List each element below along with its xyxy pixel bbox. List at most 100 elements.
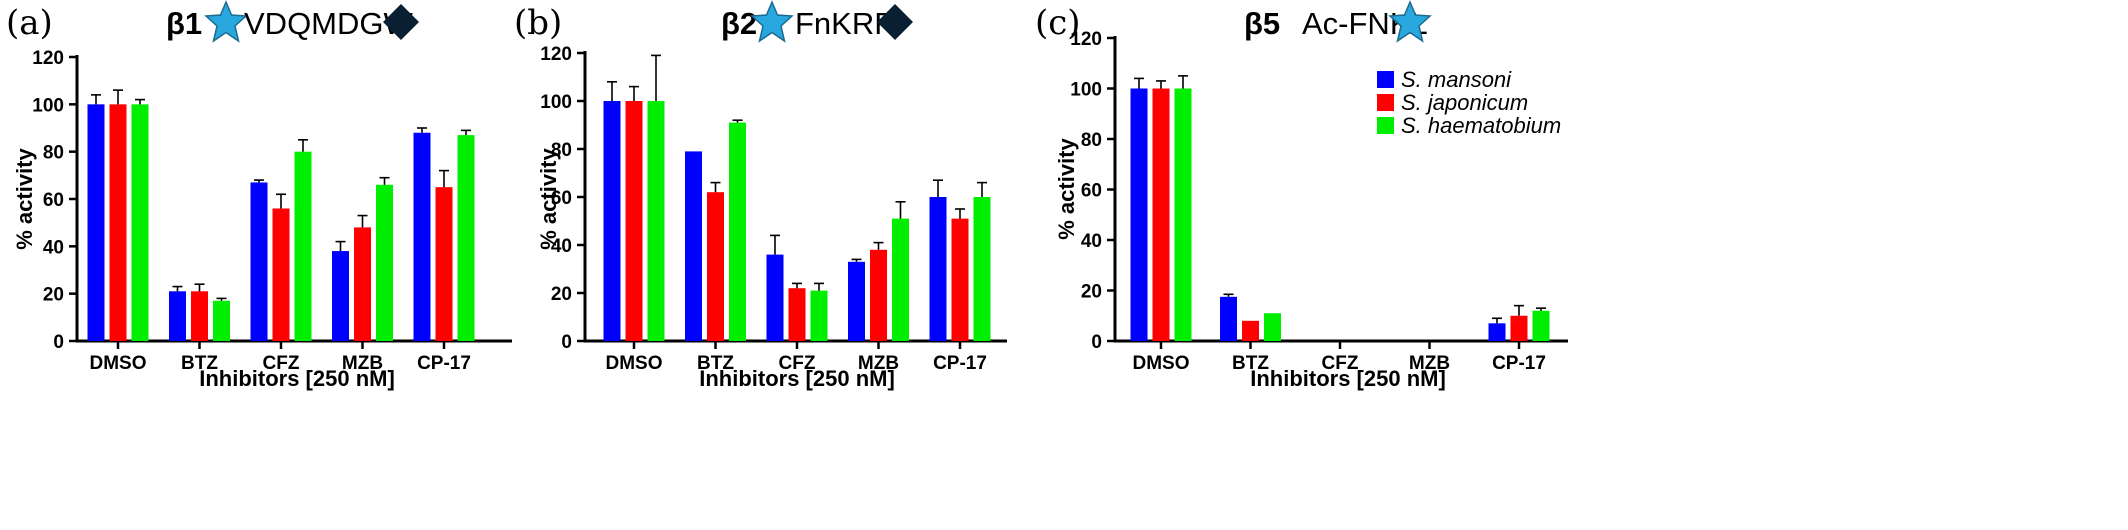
bar-cp-17-s-japonicum — [951, 218, 969, 341]
x-tick-label: MZB — [858, 353, 899, 374]
panel-c-label: (c) — [1035, 3, 1081, 43]
y-tick-label: 100 — [540, 92, 572, 113]
y-tick-label: 40 — [43, 237, 64, 258]
panel-a-label: (a) — [6, 3, 53, 43]
legend-label-s-mansoni: S. mansoni — [1401, 67, 1512, 92]
bar-cfz-s-haematobium — [810, 290, 828, 341]
diamond-icon — [877, 4, 913, 40]
x-tick-label: CP-17 — [933, 353, 987, 374]
bar-dmso-s-mansoni — [87, 104, 105, 341]
bar-cp-17-s-japonicum — [435, 187, 453, 341]
legend-swatch-s-mansoni — [1377, 71, 1394, 88]
bar-cfz-s-japonicum — [272, 208, 290, 341]
bar-btz-s-haematobium — [729, 122, 746, 341]
panel-c: (c) β5 Ac-FNKL % activity Inhibitors [25… — [1035, 0, 1568, 391]
legend-label-s-japonicum: S. japonicum — [1401, 90, 1528, 115]
x-tick-label: BTZ — [181, 353, 218, 374]
bar-cp-17-s-haematobium — [973, 197, 991, 341]
panel-a-title-bold: β1 — [166, 6, 202, 41]
legend-swatch-s-haematobium — [1377, 117, 1394, 134]
bar-cfz-s-haematobium — [294, 151, 312, 341]
y-tick-label: 120 — [32, 48, 64, 69]
bar-btz-s-japonicum — [707, 192, 724, 341]
panel-b-xlabel: Inhibitors [250 nM] — [699, 366, 895, 391]
x-tick-label: CP-17 — [417, 353, 471, 374]
bar-cfz-s-japonicum — [788, 288, 806, 341]
bar-btz-s-haematobium — [1264, 313, 1281, 341]
x-tick-label: BTZ — [697, 353, 734, 374]
bar-dmso-s-japonicum — [109, 104, 127, 341]
bar-btz-s-japonicum — [1242, 320, 1259, 341]
bar-mzb-s-japonicum — [354, 227, 371, 341]
y-tick-label: 0 — [561, 332, 572, 353]
y-tick-label: 60 — [1081, 181, 1102, 202]
y-tick-label: 0 — [1091, 332, 1102, 353]
x-tick-label: CP-17 — [1492, 353, 1546, 374]
bar-cp-17-s-japonicum — [1510, 315, 1528, 341]
panel-b-ylabel: % activity — [536, 147, 561, 249]
y-tick-label: 120 — [1070, 29, 1102, 50]
y-tick-label: 20 — [1081, 282, 1102, 303]
bar-dmso-s-japonicum — [625, 101, 643, 341]
y-tick-label: 80 — [1081, 130, 1102, 151]
bar-dmso-s-mansoni — [603, 101, 621, 341]
panel-b-plot: 0 20 40 60 80 100 120 DMSO BTZ CFZ MZB CP-17 — [540, 44, 1007, 374]
bar-btz-s-mansoni — [685, 151, 702, 341]
bar-dmso-s-haematobium — [1174, 88, 1192, 341]
panel-b-title-bold: β2 — [721, 6, 757, 41]
y-tick-label: 0 — [53, 332, 64, 353]
bar-dmso-s-mansoni — [1130, 88, 1148, 341]
diamond-icon — [383, 4, 419, 40]
bar-cp-17-s-mansoni — [1488, 323, 1506, 341]
y-tick-label: 60 — [551, 188, 572, 209]
y-tick-label: 40 — [1081, 231, 1102, 252]
bar-cp-17-s-haematobium — [1532, 310, 1550, 341]
bar-dmso-s-japonicum — [1152, 88, 1170, 341]
x-tick-label: MZB — [1409, 353, 1450, 374]
y-tick-label: 20 — [43, 285, 64, 306]
bar-cp-17-s-haematobium — [457, 135, 475, 341]
x-tick-label: CFZ — [263, 353, 300, 374]
star-icon — [1388, 0, 1432, 43]
star-icon — [204, 0, 248, 43]
y-tick-label: 100 — [32, 95, 64, 116]
panel-a: (a) β1 VDQMDGW % activity Inhibitors [25… — [6, 0, 512, 391]
bar-btz-s-japonicum — [191, 291, 208, 341]
bar-mzb-s-haematobium — [376, 184, 393, 341]
panel-c-ylabel: % activity — [1054, 137, 1079, 239]
bar-cp-17-s-mansoni — [929, 197, 947, 341]
bar-btz-s-mansoni — [169, 291, 186, 341]
bar-dmso-s-haematobium — [647, 101, 665, 341]
panel-a-plot: 0 20 40 60 80 100 120 DMSO BTZ CFZ MZB CP-17 — [32, 48, 512, 374]
bar-cfz-s-mansoni — [250, 182, 268, 341]
y-tick-label: 60 — [43, 190, 64, 211]
x-tick-label: MZB — [342, 353, 383, 374]
x-tick-label: DMSO — [90, 353, 147, 374]
bar-dmso-s-haematobium — [131, 104, 149, 341]
bar-btz-s-haematobium — [213, 300, 230, 341]
x-tick-label: DMSO — [606, 353, 663, 374]
x-tick-label: CFZ — [779, 353, 816, 374]
x-tick-label: CFZ — [1322, 353, 1359, 374]
bar-btz-s-mansoni — [1220, 296, 1237, 341]
panel-c-plot: 0 20 40 60 80 100 120 DMSO BTZ CFZ MZB CP-17 — [1070, 29, 1568, 374]
y-tick-label: 80 — [43, 143, 64, 164]
bar-mzb-s-mansoni — [332, 251, 349, 341]
panel-a-xlabel: Inhibitors [250 nM] — [199, 366, 395, 391]
bar-mzb-s-mansoni — [848, 261, 865, 341]
bar-mzb-s-japonicum — [870, 249, 887, 341]
panel-c-title-bold: β5 — [1244, 6, 1280, 41]
y-tick-label: 40 — [551, 236, 572, 257]
bar-cp-17-s-mansoni — [413, 132, 431, 341]
star-icon — [750, 0, 794, 43]
panel-c-xlabel: Inhibitors [250 nM] — [1250, 366, 1446, 391]
panel-a-ylabel: % activity — [12, 147, 37, 249]
bar-mzb-s-haematobium — [892, 218, 909, 341]
panel-b: (b) β2 FnKRR % activity Inhibitors [250 … — [514, 0, 1007, 391]
legend: S. mansoni S. japonicum S. haematobium — [1377, 67, 1561, 138]
y-tick-label: 100 — [1070, 80, 1102, 101]
legend-label-s-haematobium: S. haematobium — [1401, 113, 1561, 138]
legend-swatch-s-japonicum — [1377, 94, 1394, 111]
y-tick-label: 120 — [540, 44, 572, 65]
